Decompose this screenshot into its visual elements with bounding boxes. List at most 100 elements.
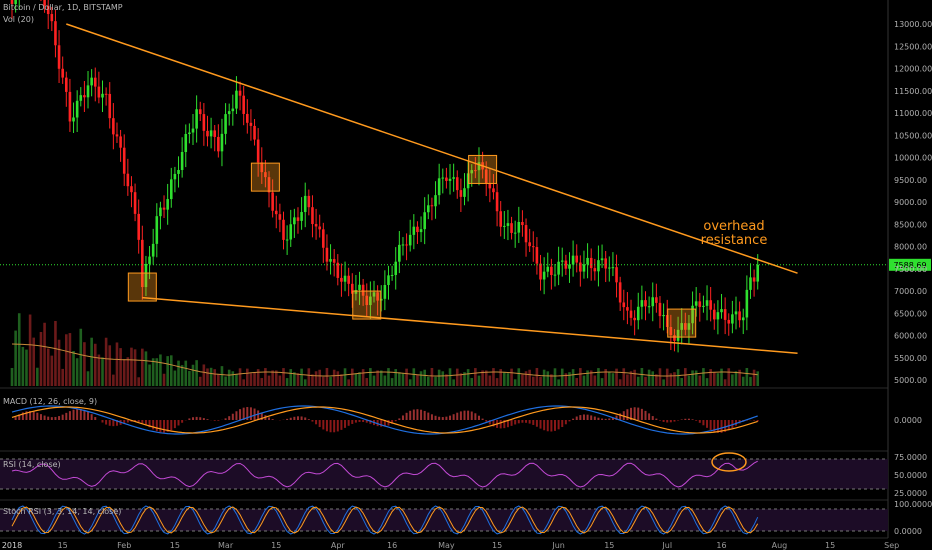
- volume-bar: [513, 379, 517, 386]
- volume-bar: [495, 378, 499, 386]
- macd-histogram-bar: [561, 420, 564, 428]
- candle-body: [300, 212, 303, 221]
- volume-bar: [546, 371, 550, 386]
- volume-bar: [582, 375, 586, 386]
- candle-body: [93, 77, 97, 87]
- macd-label: MACD (12, 26, close, 9): [3, 397, 98, 406]
- volume-bar: [611, 373, 615, 386]
- candle-body: [311, 207, 314, 225]
- candle-body: [318, 226, 321, 230]
- candle-body: [738, 311, 741, 321]
- candle-body: [633, 317, 636, 321]
- candle-body: [749, 277, 752, 290]
- macd-histogram-bar: [354, 420, 357, 423]
- macd-histogram-bar: [695, 420, 698, 421]
- volume-bar: [130, 347, 133, 386]
- macd-histogram-bar: [307, 419, 310, 420]
- volume-bar: [455, 368, 459, 386]
- price-tick-label: 6000.00: [894, 332, 927, 341]
- candle-body: [488, 183, 492, 189]
- macd-histogram-bar: [271, 419, 274, 420]
- candle-body: [495, 192, 499, 212]
- macd-histogram-bar: [170, 420, 173, 431]
- candle-body: [550, 266, 553, 276]
- macd-histogram-bar: [253, 408, 256, 420]
- stoch-k-line: [11, 505, 759, 535]
- macd-histogram-bar: [380, 420, 383, 427]
- volume-bar: [213, 369, 217, 386]
- macd-histogram-bar: [296, 416, 299, 420]
- macd-histogram-bar: [449, 415, 452, 420]
- macd-histogram-bar: [300, 416, 303, 420]
- volume-bar: [238, 368, 242, 386]
- volume-bar: [644, 376, 647, 386]
- volume-bar: [347, 379, 350, 386]
- candle-body: [752, 277, 756, 282]
- candle-body: [249, 122, 253, 126]
- macd-histogram-bar: [108, 420, 111, 426]
- last-price-value: 7588.69: [893, 261, 926, 270]
- candle-body: [195, 109, 198, 129]
- candle-body: [535, 247, 539, 264]
- candle-body: [636, 306, 640, 321]
- candle-body: [235, 90, 238, 109]
- volume-bar: [694, 370, 698, 386]
- volume-bar: [651, 371, 655, 386]
- volume-bar: [112, 374, 115, 386]
- macd-histogram-bar: [344, 420, 347, 428]
- volume-bar: [285, 378, 289, 386]
- candle-body: [191, 128, 195, 133]
- volume-bar: [470, 378, 474, 386]
- volume-bar: [629, 371, 633, 386]
- macd-histogram-bar: [206, 419, 209, 420]
- volume-bar: [437, 369, 441, 386]
- volume-bar: [503, 372, 506, 386]
- macd-histogram-bar: [29, 411, 32, 420]
- macd-histogram-bar: [362, 420, 365, 423]
- candle-body: [673, 335, 676, 341]
- volume-bar: [141, 348, 144, 386]
- candle-body: [441, 177, 445, 179]
- volume-bar: [65, 334, 68, 386]
- volume-bar: [412, 368, 416, 386]
- volume-bar: [14, 330, 17, 386]
- volume-bar: [260, 378, 264, 386]
- volume-bar: [705, 378, 709, 386]
- volume-bar: [589, 370, 593, 386]
- candle-body: [687, 323, 691, 330]
- macd-histogram-bar: [257, 410, 260, 420]
- date-tick-label: 15: [170, 541, 180, 550]
- volume-bar: [318, 369, 321, 386]
- macd-histogram-bar: [467, 410, 470, 420]
- macd-histogram-bar: [36, 412, 39, 420]
- volume-bar: [46, 348, 50, 386]
- price-tick-label: 9000.00: [894, 198, 927, 207]
- candle-body: [694, 301, 698, 306]
- candle-body: [119, 136, 122, 148]
- volume-bars: [10, 313, 760, 386]
- volume-bar: [524, 371, 528, 386]
- candle-body: [716, 312, 720, 320]
- macd-histogram-bar: [456, 412, 459, 420]
- volume-bar: [568, 372, 571, 386]
- macd-histogram-bar: [666, 420, 669, 423]
- volume-bar: [608, 372, 611, 386]
- candle-body: [412, 226, 416, 235]
- macd-histogram-bar: [405, 412, 408, 420]
- candle-body: [756, 264, 760, 282]
- macd-histogram-bar: [727, 420, 730, 431]
- date-tick-label: 16: [716, 541, 726, 550]
- macd-histogram-bar: [680, 419, 683, 420]
- macd-histogram-bar: [687, 418, 690, 420]
- highlight-box: [667, 308, 697, 338]
- candle-body: [133, 192, 137, 214]
- macd-histogram-bar: [481, 418, 484, 420]
- volume-bar: [528, 369, 531, 386]
- candle-body: [227, 111, 231, 115]
- volume-bar: [752, 369, 756, 386]
- candle-body: [644, 300, 647, 307]
- candle-body: [676, 329, 680, 341]
- candle-body: [517, 221, 521, 233]
- volume-bar: [303, 379, 307, 386]
